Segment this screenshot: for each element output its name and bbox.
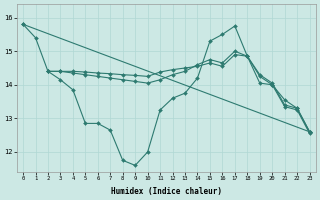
X-axis label: Humidex (Indice chaleur): Humidex (Indice chaleur) xyxy=(111,187,222,196)
